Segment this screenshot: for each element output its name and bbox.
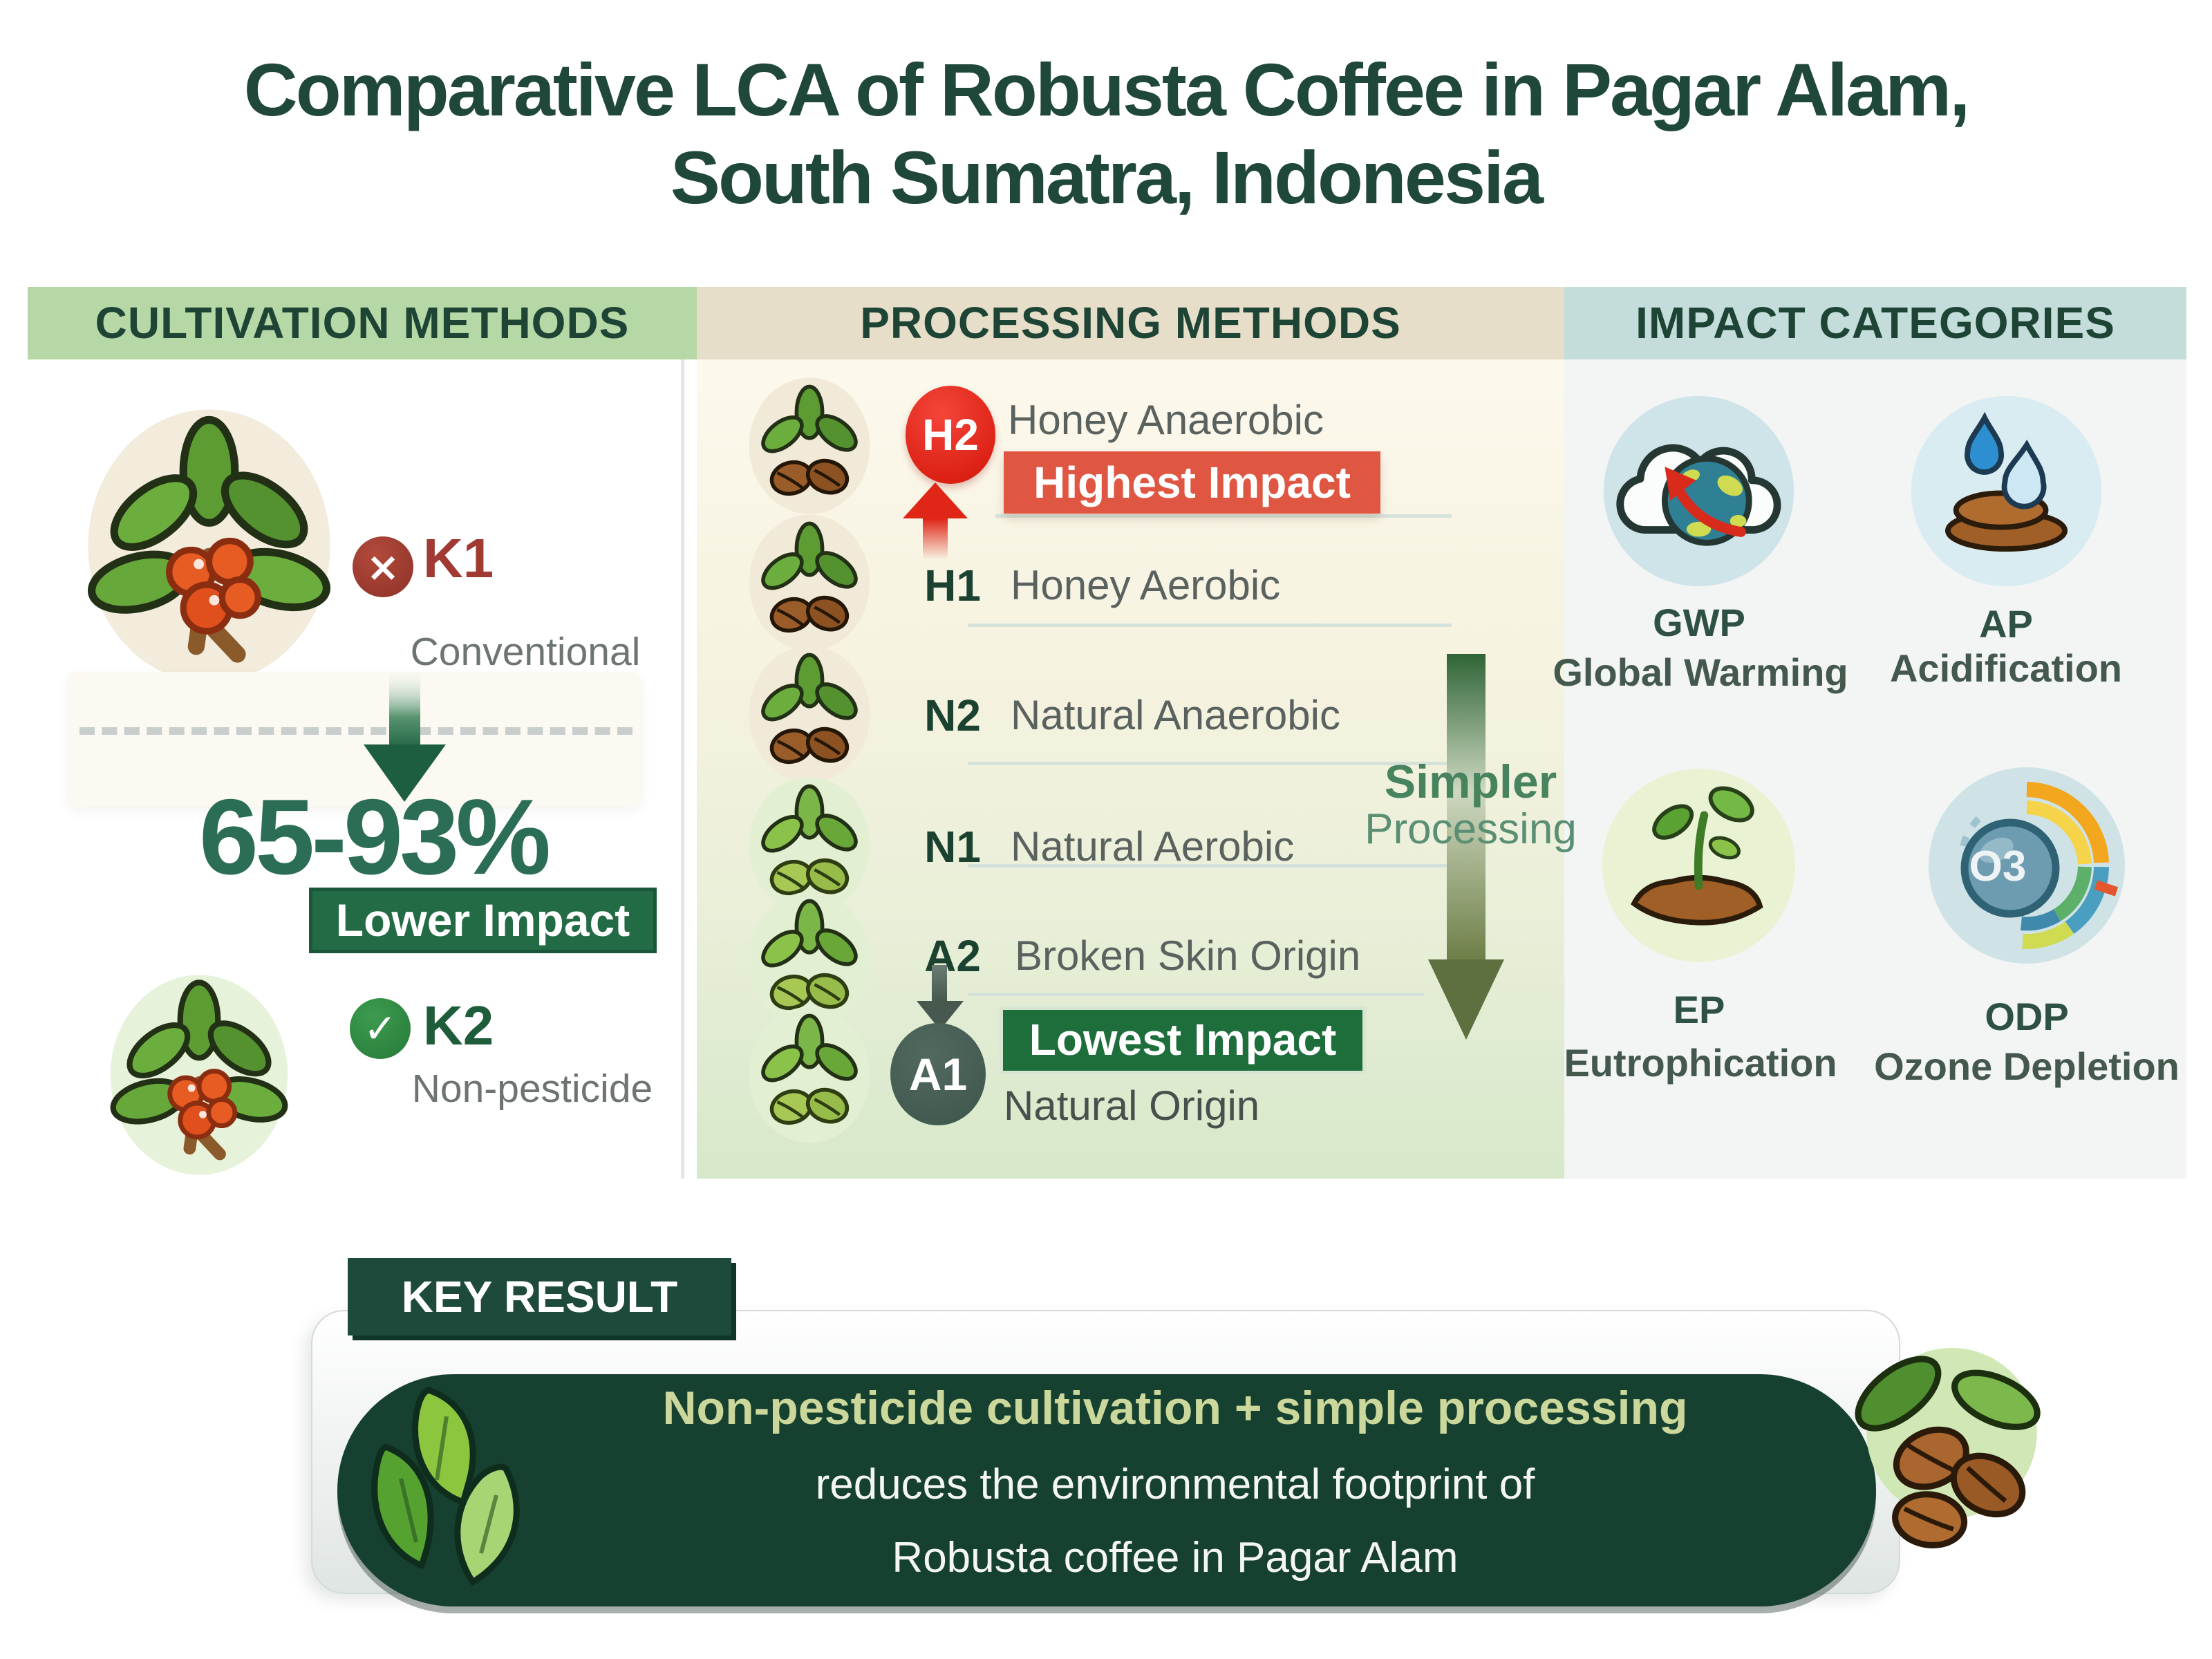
coffee-beans-icon <box>745 375 874 517</box>
impact-decrease-arrow-icon <box>1428 654 1504 1040</box>
arrow-down-slate-icon <box>917 965 964 1030</box>
lower-impact-banner: Lower Impact <box>309 888 657 953</box>
globe-cloud-icon <box>1597 391 1801 594</box>
k2-coffee-plant-icon <box>71 971 328 1179</box>
a1-code-badge: A1 <box>890 1023 986 1125</box>
row-name-n2: Natural Anaerobic <box>1011 692 1340 738</box>
row-name-a2: Broken Skin Origin <box>1015 932 1361 979</box>
reduction-card <box>68 672 641 807</box>
k1-code: K1 <box>423 527 494 589</box>
coffee-beans-icon <box>745 643 874 785</box>
k2-code: K2 <box>423 995 494 1056</box>
row-name-n1: Natural Aerobic <box>1011 823 1295 870</box>
gwp-name: Global Warming <box>1553 650 1848 694</box>
coffee-beans-icon <box>745 512 874 654</box>
ozone-o3-text: O3 <box>1969 843 2027 890</box>
highest-impact-banner: Highest Impact <box>1004 451 1380 514</box>
key-result-label: KEY RESULT <box>348 1258 731 1335</box>
dashed-divider <box>79 727 632 735</box>
sprout-icon <box>1597 762 1801 969</box>
n2-code: N2 <box>924 691 981 740</box>
row-separator <box>995 514 1452 518</box>
k1-label: Conventional <box>410 630 641 674</box>
lowest-impact-banner: Lowest Impact <box>1000 1006 1366 1074</box>
arrow-down-icon <box>364 667 446 802</box>
header-processing-methods: PROCESSING METHODS <box>697 287 1564 359</box>
side-note-simpler: Simpler <box>1384 756 1557 808</box>
page-title-line1: Comparative LCA of Robusta Coffee in Pag… <box>243 48 1970 131</box>
arrow-up-red-icon <box>903 482 968 560</box>
ep-abbr: EP <box>1673 988 1725 1031</box>
n1-code: N1 <box>924 822 981 872</box>
check-icon: ✓ <box>350 998 411 1059</box>
odp-abbr: ODP <box>1985 995 2069 1038</box>
h1-code: H1 <box>924 561 981 610</box>
k1-coffee-plant-icon <box>76 404 342 688</box>
ap-name: Acidification <box>1889 646 2123 690</box>
row-separator <box>968 762 1452 765</box>
header-cultivation-methods: CULTIVATION METHODS <box>28 287 697 359</box>
page-title: Comparative LCA of Robusta Coffee in Pag… <box>0 46 2212 222</box>
key-result-line3: Robusta coffee in Pagar Alam <box>892 1534 1459 1582</box>
side-note-processing: Processing <box>1365 805 1577 853</box>
reduction-value: 65-93% <box>198 777 551 897</box>
odp-name: Ozone Depletion <box>1874 1044 2180 1088</box>
page-title-line2: South Sumatra, Indonesia <box>670 135 1544 220</box>
cross-icon: × <box>353 536 413 597</box>
key-result-highlight: Non-pesticide cultivation + simple proce… <box>662 1382 1688 1434</box>
ep-name: Eutrophication <box>1564 1041 1837 1085</box>
key-result-line2: reduces the environmental footprint of <box>815 1461 1535 1508</box>
row-separator <box>968 624 1452 627</box>
header-impact-categories: IMPACT CATEGORIES <box>1564 287 2186 359</box>
row-separator <box>968 864 1452 868</box>
row-separator <box>968 993 1424 996</box>
ap-abbr: AP <box>1979 602 2033 646</box>
droplets-soil-icon <box>1904 391 2108 594</box>
green-coffee-beans-icon <box>745 1004 874 1146</box>
h2-code-badge: H2 <box>906 386 995 484</box>
key-result-panel <box>337 1374 1876 1606</box>
k2-label: Non-pesticide <box>411 1067 653 1111</box>
row-name-h1: Honey Aerobic <box>1011 562 1281 608</box>
row-name-h2: Honey Anaerobic <box>1008 397 1324 443</box>
column-divider <box>681 359 684 1179</box>
gwp-abbr: GWP <box>1653 601 1745 644</box>
row-name-a1: Natural Origin <box>1004 1082 1260 1129</box>
